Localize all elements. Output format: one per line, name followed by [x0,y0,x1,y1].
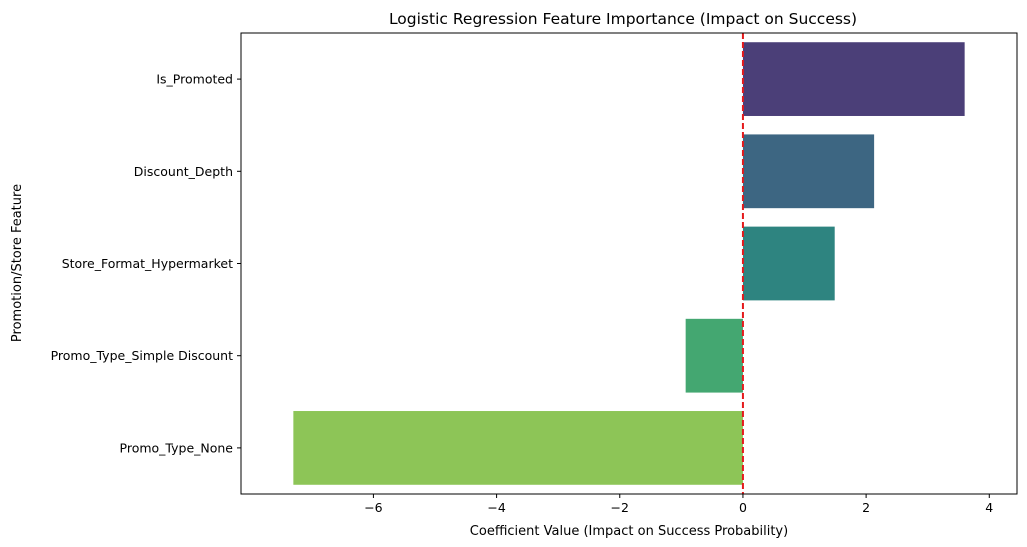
y-axis-ticks: Is_Promoted Discount_Depth Store_Format_Hy… [51,72,241,455]
x-tick-label: 4 [985,500,993,515]
bar-promo-type-simple-discount [685,318,743,393]
chart-title: Logistic Regression Feature Importance (… [389,10,857,28]
bars-group [293,42,965,485]
x-tick-label: 0 [739,500,747,515]
bar-promo-type-none [293,411,743,485]
y-axis-label: Promotion/Store Feature [10,184,25,342]
y-tick-label: Is_Promoted [156,72,233,87]
x-tick-label: 2 [862,500,870,515]
y-tick-label: Store_Format_Hypermarket [62,256,233,271]
x-axis-ticks: −6 −4 −2 0 2 4 [364,494,993,515]
x-tick-label: −6 [364,500,382,515]
bar-is-promoted [742,42,965,116]
bar-store-format-hypermarket [742,226,835,301]
x-axis-label: Coefficient Value (Impact on Success Pro… [470,524,788,539]
y-tick-label: Promo_Type_None [120,440,234,455]
y-tick-label: Discount_Depth [134,164,233,179]
bar-discount-depth [742,134,875,209]
x-tick-label: −2 [611,500,629,515]
x-tick-label: −4 [487,500,505,515]
y-tick-label: Promo_Type_Simple Discount [51,348,233,363]
